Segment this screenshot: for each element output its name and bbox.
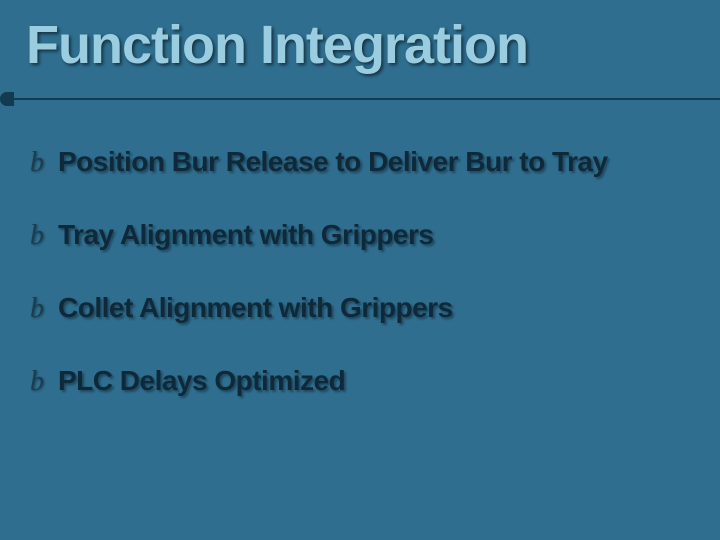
bullet-icon: b xyxy=(30,366,52,398)
divider-line xyxy=(14,98,720,100)
bullet-text: Position Bur Release to Deliver Bur to T… xyxy=(58,146,608,178)
slide-title: Function Integration xyxy=(26,14,694,76)
bullet-list: b Position Bur Release to Deliver Bur to… xyxy=(26,146,694,398)
bullet-icon: b xyxy=(30,220,52,252)
slide: Function Integration b Position Bur Rele… xyxy=(0,0,720,540)
list-item: b Tray Alignment with Grippers xyxy=(30,219,694,252)
list-item: b Position Bur Release to Deliver Bur to… xyxy=(30,146,694,179)
bullet-icon: b xyxy=(30,293,52,325)
bullet-icon: b xyxy=(30,147,52,179)
list-item: b PLC Delays Optimized xyxy=(30,365,694,398)
list-item: b Collet Alignment with Grippers xyxy=(30,292,694,325)
bullet-text: PLC Delays Optimized xyxy=(58,365,345,397)
accent-dot xyxy=(0,92,14,106)
bullet-text: Tray Alignment with Grippers xyxy=(58,219,433,251)
bullet-text: Collet Alignment with Grippers xyxy=(58,292,453,324)
